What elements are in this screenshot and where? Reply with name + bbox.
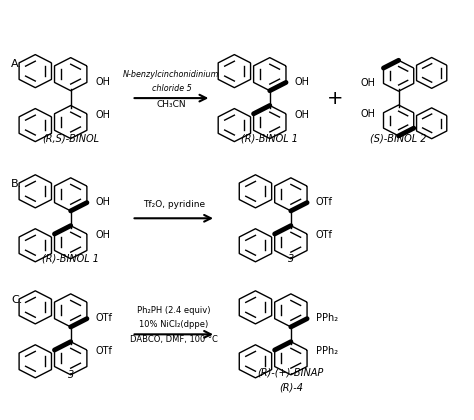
Text: DABCO, DMF, 100 °C: DABCO, DMF, 100 °C bbox=[130, 335, 218, 344]
Text: N-benzylcinchonidinium: N-benzylcinchonidinium bbox=[123, 71, 219, 79]
Text: B.: B. bbox=[11, 179, 22, 189]
Text: Ph₂PH (2.4 equiv): Ph₂PH (2.4 equiv) bbox=[137, 306, 210, 315]
Text: (R)-BINOL 1: (R)-BINOL 1 bbox=[241, 134, 298, 144]
Text: OTf: OTf bbox=[316, 230, 333, 240]
Text: OH: OH bbox=[360, 78, 375, 88]
Text: chloride 5: chloride 5 bbox=[152, 84, 191, 93]
Text: OH: OH bbox=[360, 108, 375, 118]
Text: C.: C. bbox=[11, 295, 23, 305]
Text: OH: OH bbox=[295, 110, 310, 120]
Text: (R,S)-BINOL: (R,S)-BINOL bbox=[42, 134, 99, 144]
Text: Tf₂O, pyridine: Tf₂O, pyridine bbox=[143, 200, 205, 209]
Text: PPh₂: PPh₂ bbox=[316, 346, 338, 356]
Text: OH: OH bbox=[96, 110, 110, 120]
Text: 3: 3 bbox=[68, 370, 74, 380]
Text: (R)-BINOL 1: (R)-BINOL 1 bbox=[42, 254, 99, 264]
Text: A.: A. bbox=[11, 59, 22, 69]
Text: (S)-BINOL 2: (S)-BINOL 2 bbox=[370, 134, 427, 144]
Text: (R)-4: (R)-4 bbox=[279, 382, 303, 392]
Text: (R)-(+)-BINAP: (R)-(+)-BINAP bbox=[258, 368, 324, 378]
Text: OTf: OTf bbox=[96, 346, 112, 356]
Text: OH: OH bbox=[96, 76, 110, 87]
Text: +: + bbox=[327, 89, 344, 108]
Text: OH: OH bbox=[295, 76, 310, 87]
Text: OH: OH bbox=[96, 197, 110, 207]
Text: OTf: OTf bbox=[316, 197, 333, 207]
Text: 3: 3 bbox=[288, 254, 294, 264]
Text: PPh₂: PPh₂ bbox=[316, 313, 338, 323]
Text: OH: OH bbox=[96, 230, 110, 240]
Text: CH₃CN: CH₃CN bbox=[156, 100, 186, 109]
Text: 10% NiCl₂(dppe): 10% NiCl₂(dppe) bbox=[139, 320, 209, 329]
Text: OTf: OTf bbox=[96, 313, 112, 323]
